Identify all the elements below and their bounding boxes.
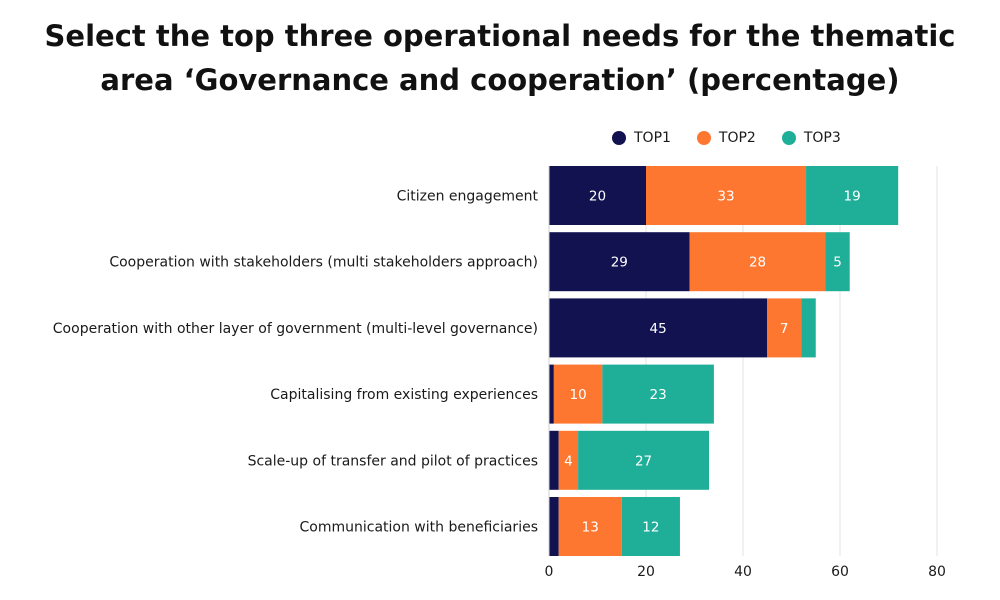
category-label: Cooperation with other layer of governme…	[53, 321, 538, 337]
bar-segment-top1	[549, 430, 559, 490]
legend-swatch-top2	[696, 131, 711, 145]
chart-title-line-2: area ‘Governance and cooperation’ (perce…	[100, 63, 900, 97]
data-label-top2: 33	[717, 189, 734, 205]
legend-item-top3[interactable]: TOP3	[781, 130, 841, 146]
legend-label-top1: TOP1	[634, 130, 671, 146]
bar-segment-top2	[767, 298, 802, 358]
data-label-top3: 23	[650, 387, 667, 403]
x-tick-label: 40	[734, 564, 752, 580]
chart-title: Select the top three operational needs f…	[0, 14, 1000, 102]
bar-segment-top1	[549, 364, 554, 424]
category-label: Citizen engagement	[397, 189, 539, 205]
bar-segment-top3	[806, 166, 899, 225]
x-tick-label: 0	[545, 564, 554, 580]
category-label: Scale-up of transfer and pilot of practi…	[248, 453, 538, 469]
bar-segment-top3	[801, 298, 816, 358]
bar-segment-top2	[558, 497, 622, 556]
data-label-top2: 4	[564, 453, 573, 469]
legend-swatch-top1	[612, 131, 626, 145]
bar-segment-top1	[549, 166, 646, 225]
legend-label-top3: TOP3	[803, 130, 841, 146]
data-label-top1: 29	[611, 255, 628, 271]
x-tick-label: 80	[928, 564, 946, 580]
category-label: Capitalising from existing experiences	[270, 387, 538, 403]
legend-item-top1[interactable]: TOP1	[612, 130, 671, 146]
bar-segment-top2	[558, 430, 579, 490]
data-label-top3: 27	[635, 453, 652, 469]
chart-legend: TOP1 TOP2 TOP3	[612, 128, 867, 148]
data-label-top2: 13	[582, 520, 599, 536]
x-tick-label: 60	[831, 564, 849, 580]
data-label-top2: 28	[749, 255, 766, 271]
data-label-top2: 10	[570, 387, 587, 403]
legend-swatch-top3	[781, 131, 796, 145]
data-label-top1: 45	[650, 321, 667, 337]
bar-segment-top3	[621, 497, 680, 556]
bar-segment-top1	[549, 232, 690, 292]
legend-item-top2[interactable]: TOP2	[696, 130, 756, 146]
data-label-top3: 5	[833, 255, 842, 271]
bar-segment-top1	[549, 497, 559, 556]
legend-label-top2: TOP2	[718, 130, 756, 146]
category-label: Communication with beneficiaries	[300, 520, 538, 536]
data-label-top3: 19	[844, 189, 861, 205]
x-tick-label: 20	[637, 564, 655, 580]
data-label-top1: 20	[589, 189, 606, 205]
chart-title-line-1: Select the top three operational needs f…	[44, 19, 956, 53]
bar-segment-top2	[689, 232, 826, 292]
bar-segment-top2	[553, 364, 603, 424]
bar-segment-top1	[549, 298, 768, 358]
bar-segment-top2	[646, 166, 807, 225]
bar-segment-top3	[602, 364, 714, 424]
bar-segment-top3	[578, 430, 710, 490]
bar-segment-top3	[825, 232, 850, 292]
data-label-top2: 7	[780, 321, 789, 337]
data-label-top3: 12	[642, 520, 659, 536]
category-label: Cooperation with stakeholders (multi sta…	[109, 255, 538, 271]
